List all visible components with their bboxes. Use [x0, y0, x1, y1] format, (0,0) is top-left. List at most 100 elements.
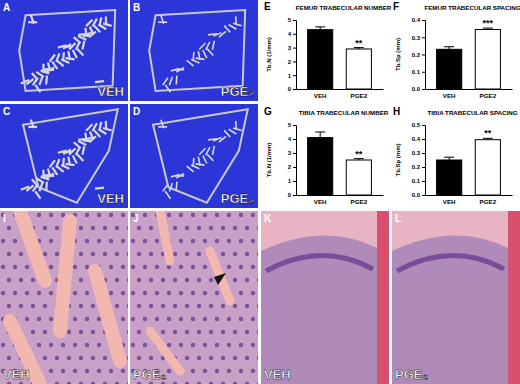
tick: 2 [288, 164, 296, 170]
x-axis: VEHPGE2 [426, 195, 513, 205]
cell [257, 382, 258, 384]
error-cap [315, 132, 325, 133]
cell [131, 291, 135, 295]
cell [167, 317, 171, 321]
cell [167, 213, 171, 217]
trabecula [62, 151, 71, 154]
cell [257, 330, 258, 334]
tick: 5 [288, 17, 296, 23]
cell [185, 382, 189, 384]
panel-label: VEH [264, 367, 291, 382]
cell [197, 252, 201, 256]
tick: 0.0 [412, 192, 425, 198]
trabecula [198, 157, 200, 166]
y-axis: 0.00.10.20.30.40.5 [412, 122, 426, 198]
cell [1, 291, 5, 295]
tick: 0.0 [412, 86, 425, 92]
trabecula [78, 36, 86, 40]
cell [167, 369, 171, 373]
cell [251, 239, 255, 243]
cell [131, 343, 135, 347]
cell [245, 356, 249, 360]
cell [31, 278, 35, 282]
cell [85, 239, 89, 243]
trabecula [150, 331, 180, 371]
plot-area: ***0.00.10.20.30.4VEHPGE2 [412, 17, 513, 98]
error-bar [444, 47, 454, 50]
cell [215, 369, 219, 373]
cell [143, 213, 147, 217]
cell [239, 239, 243, 243]
axis-line [422, 126, 426, 196]
cell [49, 213, 53, 217]
bar [475, 29, 500, 89]
cell [13, 291, 17, 295]
cell [167, 291, 171, 295]
trabecula [62, 45, 71, 48]
chart-title: TIBIA TRABECULAR NUMBER [299, 109, 389, 116]
tick: VEH [314, 89, 327, 99]
cell [185, 330, 189, 334]
cell [127, 278, 128, 282]
tick-label: PGE2 [480, 92, 497, 99]
trabecula [50, 160, 55, 167]
cell [137, 356, 141, 360]
tick: 0.1 [412, 178, 425, 184]
cell [137, 278, 141, 282]
cell [197, 382, 201, 384]
cell [127, 382, 128, 384]
cell [131, 317, 135, 321]
trabecula [90, 132, 94, 140]
tick-mark [293, 153, 296, 154]
tick-label: VEH [443, 198, 456, 205]
cell [221, 252, 225, 256]
cell [73, 317, 77, 321]
cell [7, 252, 11, 256]
error-bar [315, 27, 325, 30]
cell [97, 317, 101, 321]
cell [191, 265, 195, 269]
trabecula [212, 146, 214, 155]
y-axis-title: Tb.Sp (mm) [395, 38, 401, 71]
cell [127, 252, 128, 256]
cell [257, 304, 258, 308]
panel-letter: D [133, 106, 140, 117]
trabecula [74, 37, 81, 43]
cell [185, 304, 189, 308]
error-bar [354, 48, 364, 49]
cell [61, 343, 65, 347]
trabecula [82, 146, 84, 155]
cell [179, 265, 183, 269]
cell [67, 356, 71, 360]
tick-mark [422, 181, 425, 182]
tick: 0.3 [412, 150, 425, 156]
cell [67, 382, 71, 384]
trabecula [68, 157, 70, 166]
marks [308, 132, 372, 195]
cell [209, 226, 213, 230]
cell [227, 343, 231, 347]
tick: 3 [288, 45, 296, 51]
cell [161, 330, 165, 334]
image-content [130, 104, 258, 208]
cell [185, 252, 189, 256]
panel-label: PGE₂ [395, 367, 428, 382]
tick-label: 2 [288, 164, 292, 170]
image-content [0, 104, 128, 208]
chart-title: FEMUR TRABECULAR NUMBER [296, 4, 392, 11]
image-background [0, 211, 128, 384]
image-background [130, 104, 258, 208]
trabecula [99, 17, 101, 26]
cell [149, 382, 153, 384]
tick-label: 4 [288, 31, 292, 37]
marrow [261, 235, 379, 384]
tick-mark [293, 195, 296, 196]
trabecula [206, 147, 210, 155]
cell [85, 317, 89, 321]
trabecula [105, 16, 108, 25]
cell [7, 356, 11, 360]
tick: 3 [288, 150, 296, 156]
cell [55, 226, 59, 230]
cell [13, 239, 17, 243]
cell [115, 382, 119, 384]
